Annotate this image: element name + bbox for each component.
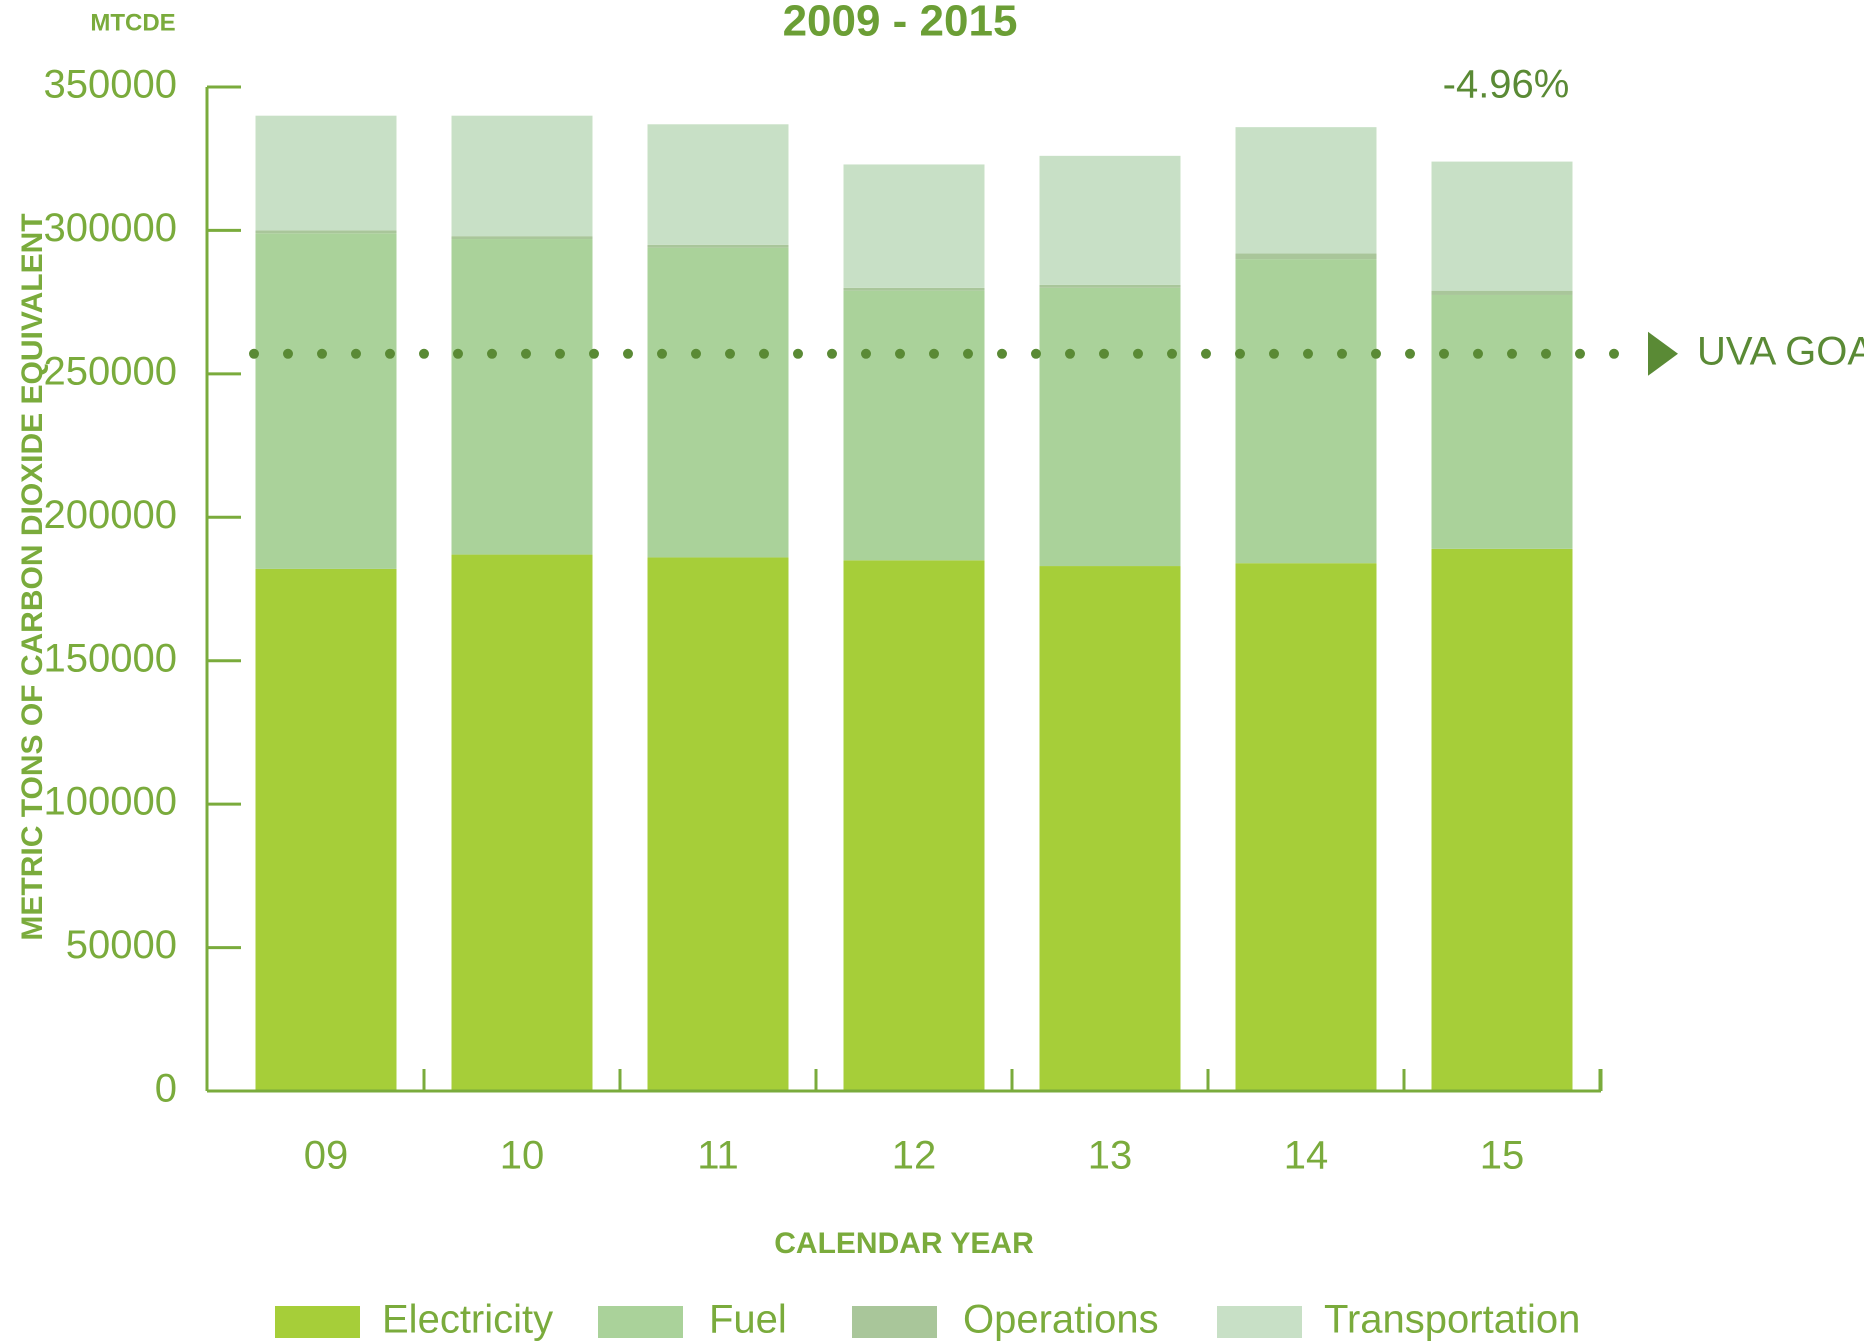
bar-segment — [647, 247, 789, 558]
bar-segment — [1431, 290, 1573, 295]
bar-segment — [1039, 284, 1181, 288]
legend-label: Fuel — [709, 1298, 787, 1342]
chart-title: 2009 - 2015 — [783, 0, 1018, 46]
y-tick-label: 250000 — [44, 349, 177, 393]
bar-segment — [1039, 155, 1181, 285]
legend-label: Operations — [963, 1298, 1159, 1342]
bar-segment — [843, 290, 985, 561]
y-tick-label: 100000 — [44, 780, 177, 824]
bar-segment — [843, 164, 985, 288]
goal-arrow — [1648, 331, 1678, 376]
goal-label: UVA GOAL — [1697, 329, 1864, 373]
legend-label: Transportation — [1324, 1298, 1580, 1342]
legend-swatch — [1217, 1306, 1302, 1338]
bar-segment — [1235, 563, 1377, 1091]
bar-segment — [451, 115, 593, 237]
bar-segment — [647, 124, 789, 245]
x-tick-label: 13 — [1088, 1134, 1133, 1178]
x-axis-label: CALENDAR YEAR — [774, 1227, 1034, 1260]
bar-segment — [1431, 294, 1573, 549]
y-tick-label: 0 — [155, 1067, 177, 1111]
x-tick-label: 14 — [1284, 1134, 1329, 1178]
bar-segment — [451, 236, 593, 240]
legend-label: Electricity — [382, 1298, 553, 1342]
y-tick-label: 300000 — [44, 206, 177, 250]
bar-segment — [255, 230, 397, 234]
bar-segment — [255, 233, 397, 569]
y-tick-label: 350000 — [44, 63, 177, 107]
unit-label: MTCDE — [90, 9, 175, 36]
bar-segment — [843, 287, 985, 291]
bar-segment — [255, 115, 397, 231]
x-tick-label: 11 — [697, 1134, 739, 1178]
bar-segment — [1235, 127, 1377, 254]
legend-swatch — [598, 1306, 683, 1338]
y-axis-label: METRIC TONS OF CARBON DIOXIDE EQUIVALENT — [16, 213, 49, 940]
y-tick-label: 50000 — [66, 923, 177, 967]
bar-segment — [843, 560, 985, 1091]
x-tick-label: 12 — [892, 1134, 937, 1178]
bar-segment — [451, 554, 593, 1091]
bar-segment — [1235, 253, 1377, 260]
bar-segment — [255, 568, 397, 1091]
legend-swatch — [852, 1306, 937, 1338]
x-tick-label: 09 — [304, 1134, 349, 1178]
bar-segment — [1431, 161, 1573, 291]
bar-segment — [1039, 566, 1181, 1091]
x-tick-label: 15 — [1480, 1134, 1525, 1178]
bar-segment — [1431, 548, 1573, 1091]
bar-segment — [647, 244, 789, 248]
bar-segment — [451, 239, 593, 555]
bar-segment — [647, 557, 789, 1091]
bar-segment — [1235, 259, 1377, 564]
bar-segment — [1039, 287, 1181, 567]
legend-swatch — [275, 1306, 360, 1338]
annotation: -4.96% — [1443, 63, 1570, 107]
x-tick-label: 10 — [500, 1134, 545, 1178]
y-tick-label: 150000 — [44, 636, 177, 680]
y-tick-label: 200000 — [44, 493, 177, 537]
